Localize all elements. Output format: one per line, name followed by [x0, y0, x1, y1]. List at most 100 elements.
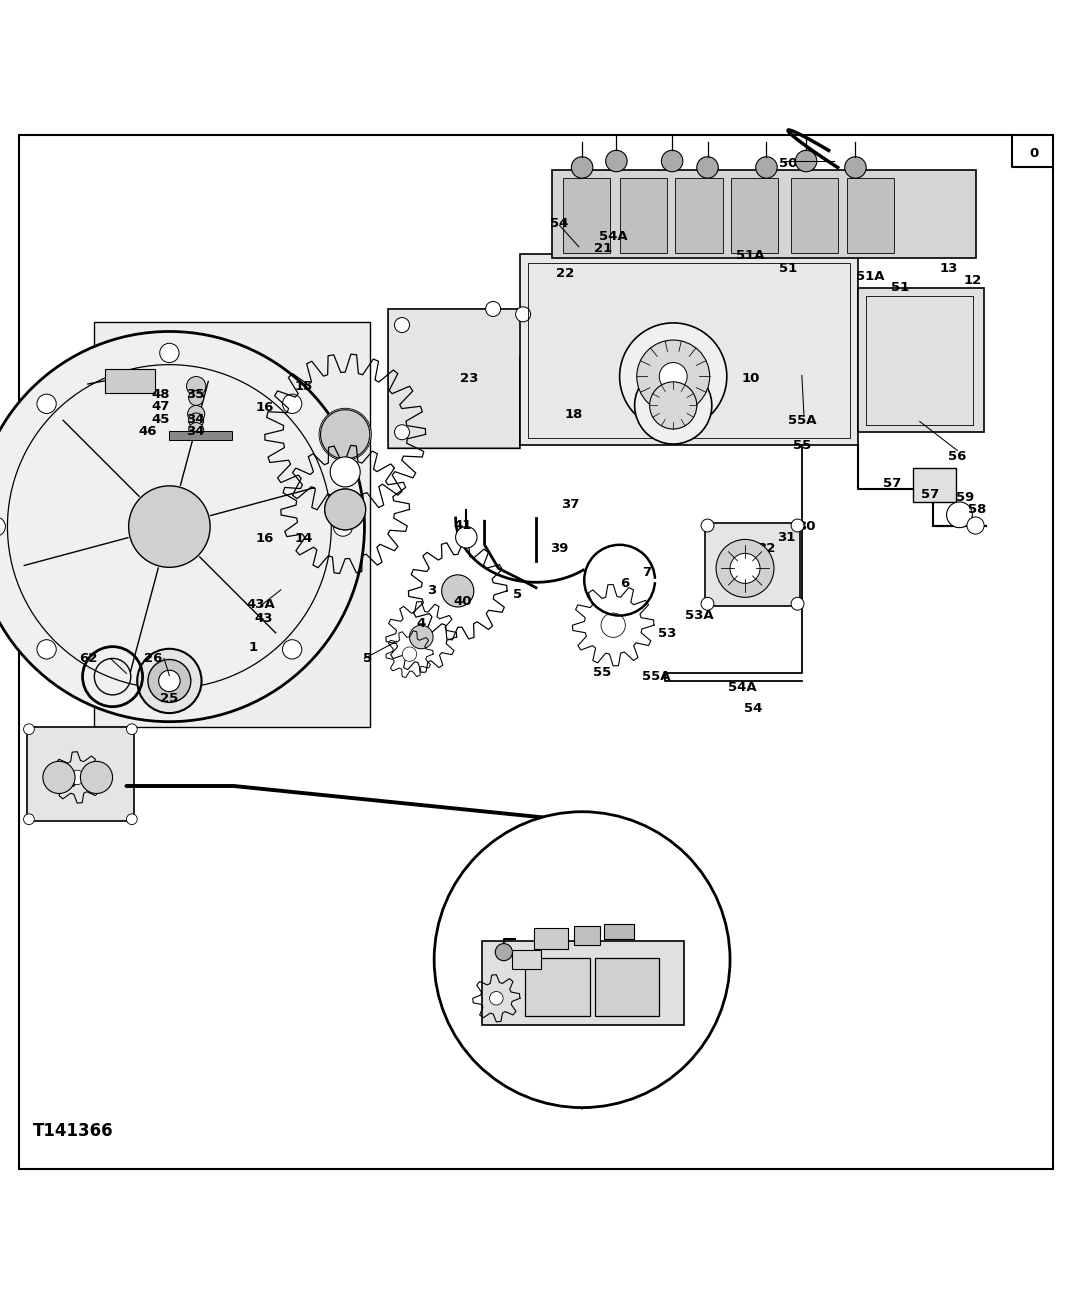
Circle shape — [325, 489, 366, 531]
Circle shape — [716, 540, 774, 597]
Circle shape — [756, 156, 777, 179]
Text: 26: 26 — [144, 652, 163, 665]
Bar — [482, 941, 684, 1025]
Circle shape — [434, 811, 730, 1107]
Polygon shape — [388, 309, 536, 449]
Text: 25: 25 — [160, 691, 179, 704]
Circle shape — [635, 366, 712, 445]
Text: 39: 39 — [550, 541, 569, 554]
Polygon shape — [94, 322, 370, 728]
Circle shape — [0, 516, 5, 536]
Circle shape — [24, 814, 34, 824]
Circle shape — [697, 156, 718, 179]
Circle shape — [159, 670, 180, 691]
Bar — [552, 170, 976, 257]
Bar — [528, 263, 850, 438]
Text: 62: 62 — [78, 652, 98, 665]
Text: 51: 51 — [778, 262, 798, 275]
Text: 63: 63 — [58, 777, 77, 790]
Circle shape — [606, 150, 627, 172]
Circle shape — [411, 626, 432, 648]
Circle shape — [791, 519, 804, 532]
Text: 43A: 43A — [247, 599, 274, 612]
Text: 69: 69 — [502, 925, 521, 938]
Circle shape — [189, 413, 204, 428]
Circle shape — [620, 323, 727, 430]
Text: 34: 34 — [185, 425, 205, 438]
Circle shape — [24, 724, 34, 734]
Text: 1: 1 — [249, 642, 257, 655]
Circle shape — [394, 318, 410, 333]
Circle shape — [36, 640, 56, 659]
Text: 21: 21 — [594, 243, 613, 256]
Bar — [913, 468, 956, 502]
Circle shape — [730, 553, 760, 583]
Text: 35: 35 — [185, 389, 205, 402]
Text: 15: 15 — [294, 379, 313, 393]
Bar — [105, 369, 155, 393]
Circle shape — [495, 944, 512, 961]
Circle shape — [189, 390, 204, 406]
Circle shape — [80, 762, 113, 794]
Circle shape — [188, 406, 205, 422]
Text: T141366: T141366 — [32, 1123, 114, 1140]
Circle shape — [319, 408, 371, 460]
Text: 5: 5 — [363, 652, 372, 665]
Circle shape — [795, 150, 817, 172]
Text: 57: 57 — [882, 477, 902, 490]
Text: 6: 6 — [621, 576, 629, 589]
Circle shape — [160, 343, 179, 363]
Text: 32: 32 — [757, 541, 776, 554]
Circle shape — [443, 575, 473, 606]
Bar — [169, 432, 232, 439]
Bar — [525, 957, 590, 1017]
Circle shape — [402, 647, 417, 661]
Circle shape — [283, 640, 302, 659]
Text: 23: 23 — [460, 372, 479, 385]
Text: 3: 3 — [428, 584, 436, 597]
Bar — [675, 179, 723, 253]
Text: 45: 45 — [151, 413, 170, 426]
Circle shape — [967, 516, 984, 535]
Text: 51: 51 — [891, 282, 910, 293]
Circle shape — [659, 363, 687, 390]
Text: 51A: 51A — [857, 270, 884, 283]
Bar — [705, 523, 800, 606]
Bar — [563, 179, 610, 253]
Text: 40: 40 — [453, 595, 473, 608]
Text: 54: 54 — [550, 216, 569, 230]
Circle shape — [0, 331, 364, 721]
Circle shape — [486, 301, 501, 317]
Circle shape — [701, 519, 714, 532]
Circle shape — [283, 394, 302, 413]
Circle shape — [129, 486, 210, 567]
Text: 16: 16 — [255, 402, 274, 415]
Circle shape — [189, 422, 204, 438]
Circle shape — [126, 814, 137, 824]
Bar — [574, 926, 600, 944]
Circle shape — [601, 613, 625, 638]
Bar — [791, 179, 838, 253]
Bar — [866, 296, 973, 425]
Text: 12: 12 — [963, 274, 982, 287]
Text: 5: 5 — [513, 588, 522, 601]
Text: 55A: 55A — [642, 670, 670, 683]
Text: 51A: 51A — [736, 249, 764, 262]
Bar — [27, 728, 134, 822]
Text: 22: 22 — [555, 267, 575, 280]
Text: 58: 58 — [968, 503, 987, 516]
Text: 34: 34 — [185, 413, 205, 426]
Circle shape — [43, 762, 75, 794]
Bar — [731, 179, 778, 253]
Text: 65: 65 — [483, 936, 503, 949]
Text: 54A: 54A — [599, 230, 627, 243]
Text: 13: 13 — [939, 262, 958, 275]
Text: 67: 67 — [572, 901, 592, 914]
Circle shape — [637, 340, 710, 413]
Circle shape — [333, 516, 353, 536]
Text: 28: 28 — [728, 552, 747, 565]
Text: 53A: 53A — [685, 609, 713, 622]
Circle shape — [947, 502, 972, 528]
Text: 48: 48 — [151, 389, 170, 402]
Bar — [847, 179, 894, 253]
